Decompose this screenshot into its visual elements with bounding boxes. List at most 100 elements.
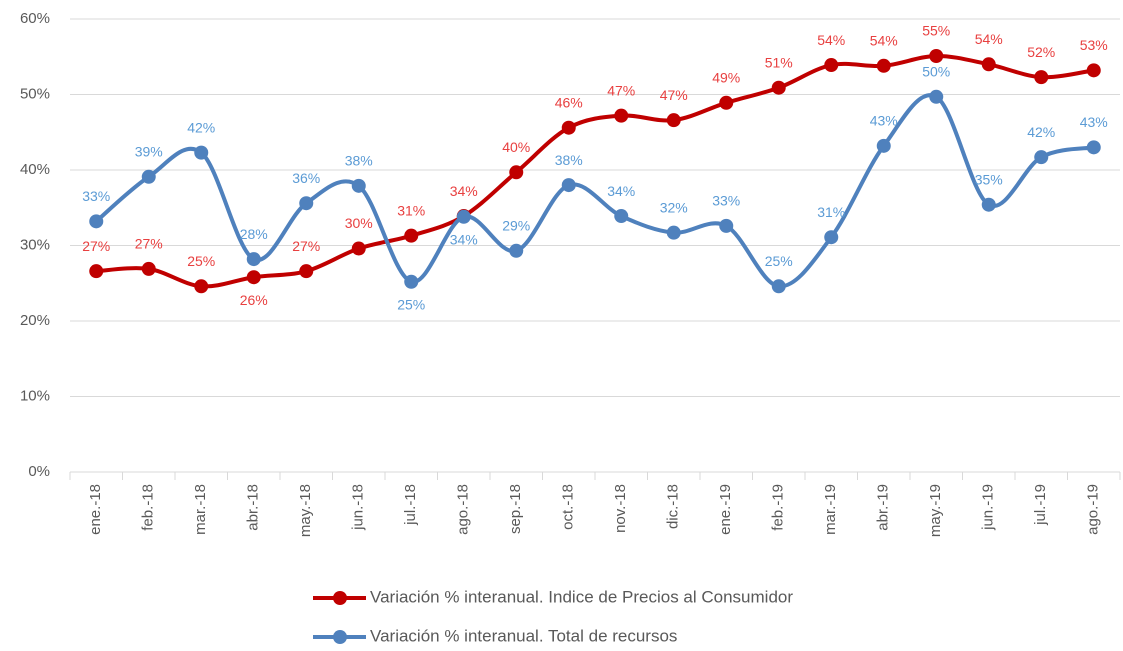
data-point xyxy=(246,270,261,285)
data-label: 36% xyxy=(292,170,320,186)
data-point xyxy=(1034,70,1049,85)
data-point xyxy=(771,279,786,294)
data-point xyxy=(299,264,314,279)
data-point xyxy=(561,178,576,193)
data-label: 51% xyxy=(765,54,793,70)
data-point xyxy=(404,228,419,243)
data-label: 33% xyxy=(712,193,740,209)
x-tick-label: sep.-18 xyxy=(507,484,524,534)
data-point xyxy=(666,225,681,240)
data-label: 33% xyxy=(82,188,110,204)
x-tick-label: dic.-18 xyxy=(665,484,682,529)
data-label: 42% xyxy=(187,119,215,135)
data-point xyxy=(194,145,209,160)
data-label: 27% xyxy=(82,238,110,254)
data-point xyxy=(1034,150,1049,165)
data-label: 54% xyxy=(870,33,898,49)
y-tick-label: 0% xyxy=(28,463,50,480)
data-label: 55% xyxy=(922,23,950,39)
data-point xyxy=(89,264,104,279)
data-point xyxy=(509,165,524,180)
data-point xyxy=(141,261,156,276)
data-point xyxy=(1086,63,1101,78)
x-tick-label: abr.-18 xyxy=(245,484,262,531)
x-tick-label: feb.-19 xyxy=(770,484,787,531)
data-label: 38% xyxy=(555,152,583,168)
x-tick-label: abr.-19 xyxy=(875,484,892,531)
data-point xyxy=(824,58,839,73)
x-tick-label: jul.-18 xyxy=(402,484,419,526)
data-label: 49% xyxy=(712,70,740,86)
data-label: 34% xyxy=(450,232,478,248)
data-point xyxy=(719,95,734,110)
data-label: 28% xyxy=(240,226,268,242)
data-point xyxy=(404,274,419,289)
data-label: 43% xyxy=(1080,114,1108,130)
x-tick-label: ene.-18 xyxy=(87,484,104,535)
y-tick-label: 30% xyxy=(20,236,50,253)
data-point xyxy=(981,197,996,212)
data-point xyxy=(299,196,314,211)
data-label: 27% xyxy=(292,238,320,254)
x-tick-label: feb.-18 xyxy=(140,484,157,531)
data-point xyxy=(194,279,209,294)
x-tick-label: jun.-18 xyxy=(350,484,367,531)
data-label: 34% xyxy=(607,183,635,199)
data-label: 40% xyxy=(502,139,530,155)
data-label: 25% xyxy=(187,253,215,269)
data-label: 52% xyxy=(1027,44,1055,60)
data-label: 35% xyxy=(975,171,1003,187)
data-label: 47% xyxy=(660,87,688,103)
x-tick-label: may.-18 xyxy=(297,484,314,537)
data-point xyxy=(456,209,471,224)
data-point xyxy=(771,80,786,95)
x-tick-label: ene.-19 xyxy=(717,484,734,535)
legend-label: Variación % interanual. Total de recurso… xyxy=(370,626,677,645)
data-label: 32% xyxy=(660,199,688,215)
data-point xyxy=(824,230,839,245)
data-label: 46% xyxy=(555,94,583,110)
data-label: 43% xyxy=(870,113,898,129)
x-tick-label: mar.-19 xyxy=(822,484,839,535)
data-point xyxy=(666,113,681,128)
y-tick-label: 20% xyxy=(20,312,50,329)
x-tick-label: oct.-18 xyxy=(560,484,577,530)
x-tick-label: mar.-18 xyxy=(192,484,209,535)
data-point xyxy=(719,218,734,233)
data-point xyxy=(141,169,156,184)
data-label: 42% xyxy=(1027,124,1055,140)
legend-marker xyxy=(333,630,347,644)
data-label: 39% xyxy=(135,143,163,159)
y-tick-label: 10% xyxy=(20,387,50,404)
y-tick-label: 40% xyxy=(20,161,50,178)
data-point xyxy=(351,241,366,256)
data-label: 30% xyxy=(345,215,373,231)
data-point xyxy=(561,120,576,135)
x-tick-label: may.-19 xyxy=(927,484,944,537)
data-point xyxy=(981,57,996,72)
data-label: 47% xyxy=(607,82,635,98)
data-point xyxy=(876,58,891,73)
data-point xyxy=(614,108,629,123)
x-tick-label: nov.-18 xyxy=(612,484,629,533)
data-point xyxy=(876,138,891,153)
x-tick-label: jun.-19 xyxy=(980,484,997,531)
data-point xyxy=(929,48,944,63)
data-point xyxy=(614,209,629,224)
legend-marker xyxy=(333,591,347,605)
data-label: 38% xyxy=(345,153,373,169)
x-tick-label: jul.-19 xyxy=(1032,484,1049,526)
data-label: 54% xyxy=(817,32,845,48)
y-tick-label: 50% xyxy=(20,85,50,102)
data-label: 25% xyxy=(397,296,425,312)
data-point xyxy=(1086,140,1101,155)
data-point xyxy=(89,214,104,229)
data-label: 54% xyxy=(975,31,1003,47)
data-label: 53% xyxy=(1080,37,1108,53)
x-tick-label: ago.-18 xyxy=(455,484,472,535)
data-label: 25% xyxy=(765,253,793,269)
x-tick-label: ago.-19 xyxy=(1085,484,1102,535)
legend-label: Variación % interanual. Indice de Precio… xyxy=(370,587,793,606)
data-point xyxy=(246,252,261,267)
